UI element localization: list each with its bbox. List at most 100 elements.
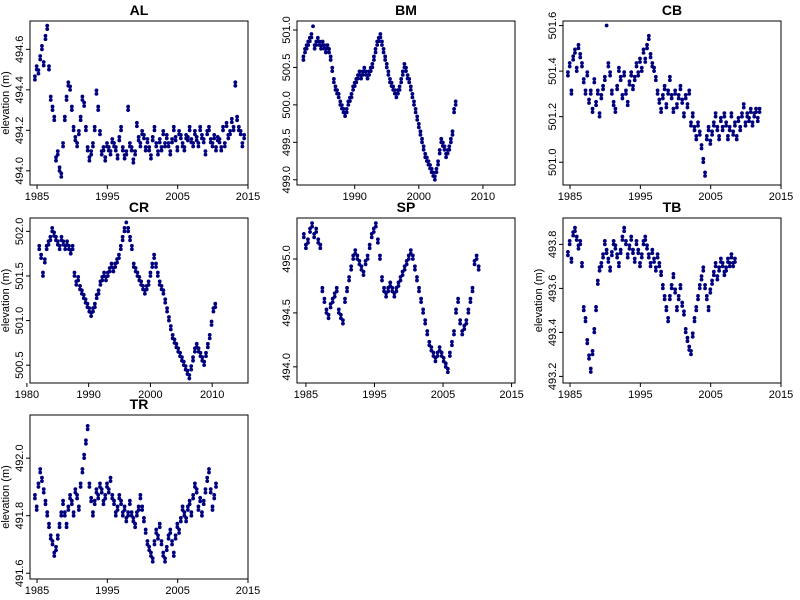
data-point — [390, 285, 395, 290]
data-point — [117, 493, 122, 497]
data-point — [318, 246, 323, 251]
data-point — [653, 74, 658, 79]
data-point — [154, 265, 158, 269]
data-point — [108, 149, 113, 154]
data-point — [448, 136, 453, 141]
data-point — [118, 247, 123, 252]
data-point — [676, 93, 681, 97]
data-point — [214, 145, 218, 149]
data-point — [386, 73, 391, 77]
data-point — [42, 260, 47, 265]
data-point — [750, 123, 755, 128]
data-point — [690, 114, 695, 119]
data-point — [442, 147, 447, 152]
data-point — [704, 137, 709, 142]
data-point — [168, 327, 173, 332]
data-point — [609, 253, 614, 258]
data-point — [82, 104, 87, 108]
data-point — [41, 270, 45, 275]
data-point — [182, 148, 187, 153]
data-point — [307, 39, 312, 44]
data-point — [57, 525, 62, 530]
x-tick-label: 1995 — [628, 389, 652, 401]
data-point — [173, 135, 178, 139]
data-point — [59, 234, 64, 239]
data-point — [317, 39, 322, 44]
data-point — [620, 238, 625, 242]
data-point — [376, 39, 381, 44]
data-point — [42, 257, 47, 261]
data-point — [191, 355, 195, 360]
data-point — [142, 133, 146, 137]
data-point — [152, 542, 157, 547]
data-point — [233, 80, 238, 85]
data-point — [733, 256, 737, 261]
data-point — [454, 307, 458, 312]
data-point — [697, 129, 702, 134]
data-point — [373, 50, 378, 55]
data-point — [306, 43, 311, 47]
data-point — [69, 498, 74, 503]
data-point — [75, 493, 80, 497]
data-point — [193, 481, 197, 486]
data-point — [78, 114, 83, 119]
data-point — [328, 305, 333, 310]
data-point — [634, 64, 639, 69]
data-point — [207, 467, 211, 471]
y-tick-label: 494.6 — [14, 36, 26, 64]
data-point — [71, 513, 76, 518]
data-point — [47, 64, 51, 68]
data-point — [365, 253, 370, 258]
data-point — [588, 370, 593, 374]
y-tick-label: 494.4 — [14, 76, 26, 104]
data-point — [595, 88, 600, 93]
data-point — [185, 368, 190, 373]
data-point — [33, 74, 37, 79]
data-point — [375, 43, 380, 47]
data-point — [96, 108, 101, 112]
data-point — [454, 311, 458, 315]
data-point — [678, 286, 683, 291]
data-point — [456, 300, 461, 305]
data-point — [445, 151, 450, 156]
data-point — [384, 65, 389, 70]
data-point — [106, 145, 111, 149]
data-point — [208, 487, 213, 492]
data-point — [185, 138, 190, 143]
data-point — [203, 152, 208, 157]
data-point — [592, 330, 597, 335]
data-point — [694, 134, 699, 138]
data-point — [96, 288, 101, 293]
data-point — [349, 95, 354, 100]
x-tick-label: 2015 — [499, 389, 523, 401]
data-point — [682, 309, 686, 314]
data-point — [57, 247, 62, 252]
data-point — [671, 106, 676, 111]
data-point — [351, 257, 356, 261]
data-point — [104, 278, 108, 283]
data-point — [150, 559, 155, 564]
data-point — [638, 60, 642, 64]
y-axis-label: elevation (m) — [0, 71, 12, 135]
plot-frame — [296, 20, 516, 186]
data-point — [364, 69, 368, 74]
x-tick-label: 1995 — [628, 191, 652, 203]
data-point — [63, 247, 68, 252]
data-point — [447, 350, 452, 355]
data-point — [690, 334, 695, 339]
data-point — [453, 99, 458, 104]
data-point — [452, 106, 456, 111]
data-point — [198, 124, 203, 129]
x-tick-label: 1980 — [15, 389, 39, 401]
data-point — [325, 43, 330, 48]
data-point — [148, 270, 153, 275]
data-point — [347, 275, 352, 279]
data-point — [382, 285, 386, 290]
data-point — [126, 104, 130, 109]
data-point — [369, 235, 374, 240]
data-point — [40, 43, 44, 48]
data-point — [602, 78, 607, 83]
data-point — [587, 101, 591, 105]
data-point — [648, 52, 653, 56]
data-point — [105, 274, 110, 278]
